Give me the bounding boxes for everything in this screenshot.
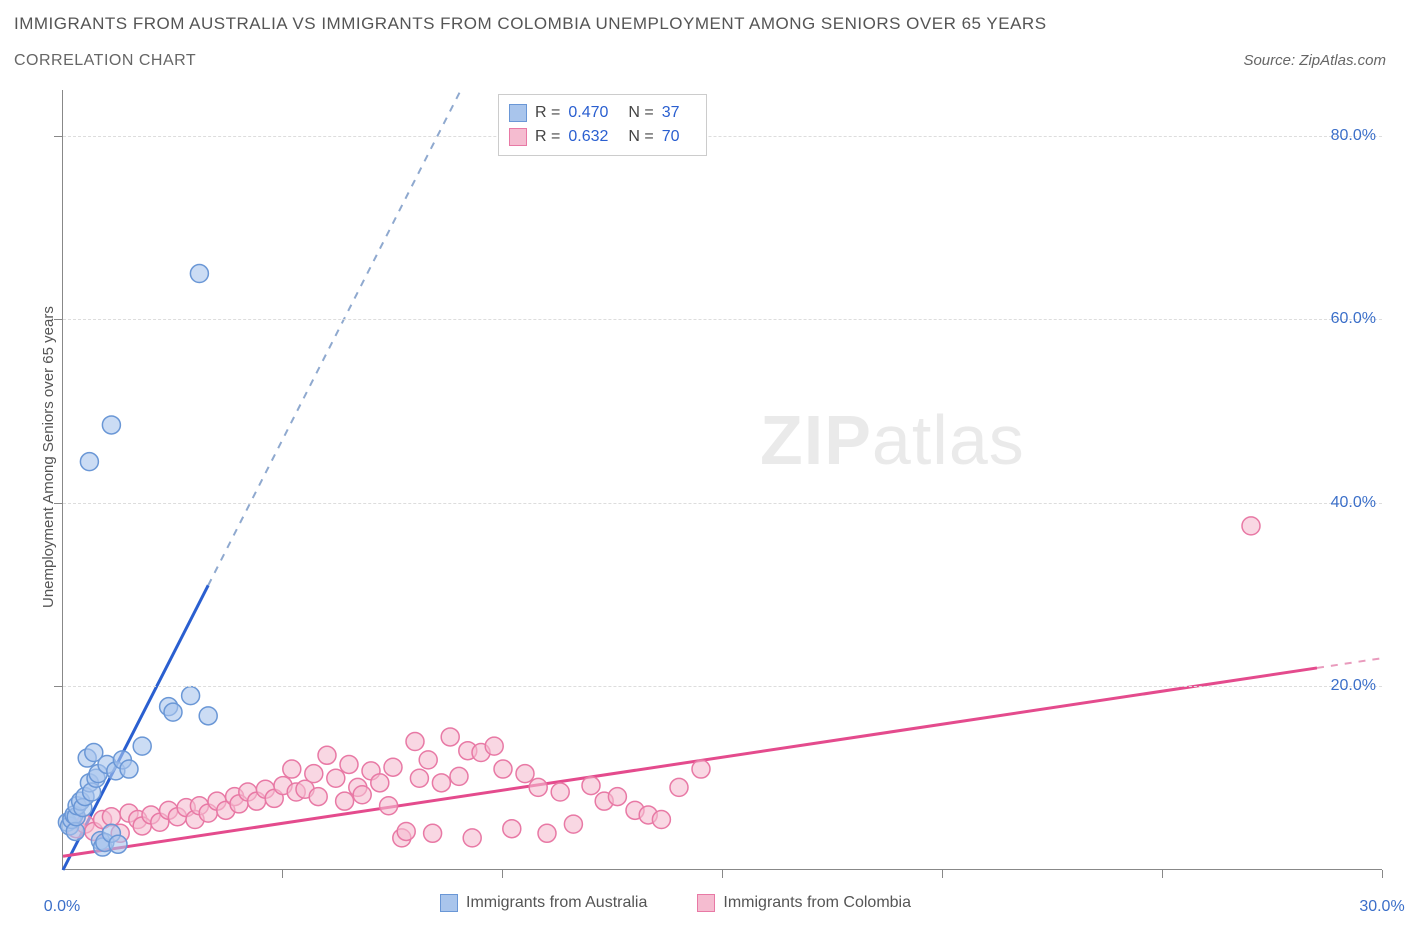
legend-label-australia: Immigrants from Australia [466,894,647,912]
y-tick-label: 80.0% [1331,127,1376,145]
y-tick-label: 60.0% [1331,310,1376,328]
source-label: Source: ZipAtlas.com [1243,52,1386,69]
y-tick [54,319,62,320]
x-tick-label: 30.0% [1359,898,1404,916]
gridline [63,503,1382,504]
gridline [63,136,1382,137]
x-tick-label: 0.0% [44,898,80,916]
y-tick [54,136,62,137]
legend-row-australia: R = 0.470 N = 37 [509,101,692,125]
x-tick [502,870,503,878]
y-tick-label: 40.0% [1331,494,1376,512]
x-tick [282,870,283,878]
y-tick [54,503,62,504]
swatch-colombia [509,128,527,146]
n-label: N = [628,101,653,125]
y-axis-title: Unemployment Among Seniors over 65 years [40,306,57,608]
r-value-australia: 0.470 [568,101,608,125]
series-legend: Immigrants from Australia Immigrants fro… [440,894,911,912]
chart-title-line2: CORRELATION CHART [14,52,196,70]
r-value-colombia: 0.632 [568,125,608,149]
gridline [63,319,1382,320]
scatter-svg [63,90,1382,869]
r-label: R = [535,101,560,125]
x-tick [1162,870,1163,878]
r-label: R = [535,125,560,149]
chart-title-line1: IMMIGRANTS FROM AUSTRALIA VS IMMIGRANTS … [14,14,1047,34]
legend-item-australia: Immigrants from Australia [440,894,647,912]
swatch-australia-bottom [440,894,458,912]
legend-label-colombia: Immigrants from Colombia [723,894,911,912]
x-tick [942,870,943,878]
n-value-australia: 37 [662,101,680,125]
gridline [63,686,1382,687]
y-tick [54,686,62,687]
x-tick [1382,870,1383,878]
plot-area [62,90,1382,870]
legend-item-colombia: Immigrants from Colombia [697,894,911,912]
swatch-australia [509,104,527,122]
legend-row-colombia: R = 0.632 N = 70 [509,125,692,149]
swatch-colombia-bottom [697,894,715,912]
n-label: N = [628,125,653,149]
correlation-legend: R = 0.470 N = 37 R = 0.632 N = 70 [498,94,707,156]
y-tick-label: 20.0% [1331,677,1376,695]
x-tick [722,870,723,878]
n-value-colombia: 70 [662,125,680,149]
